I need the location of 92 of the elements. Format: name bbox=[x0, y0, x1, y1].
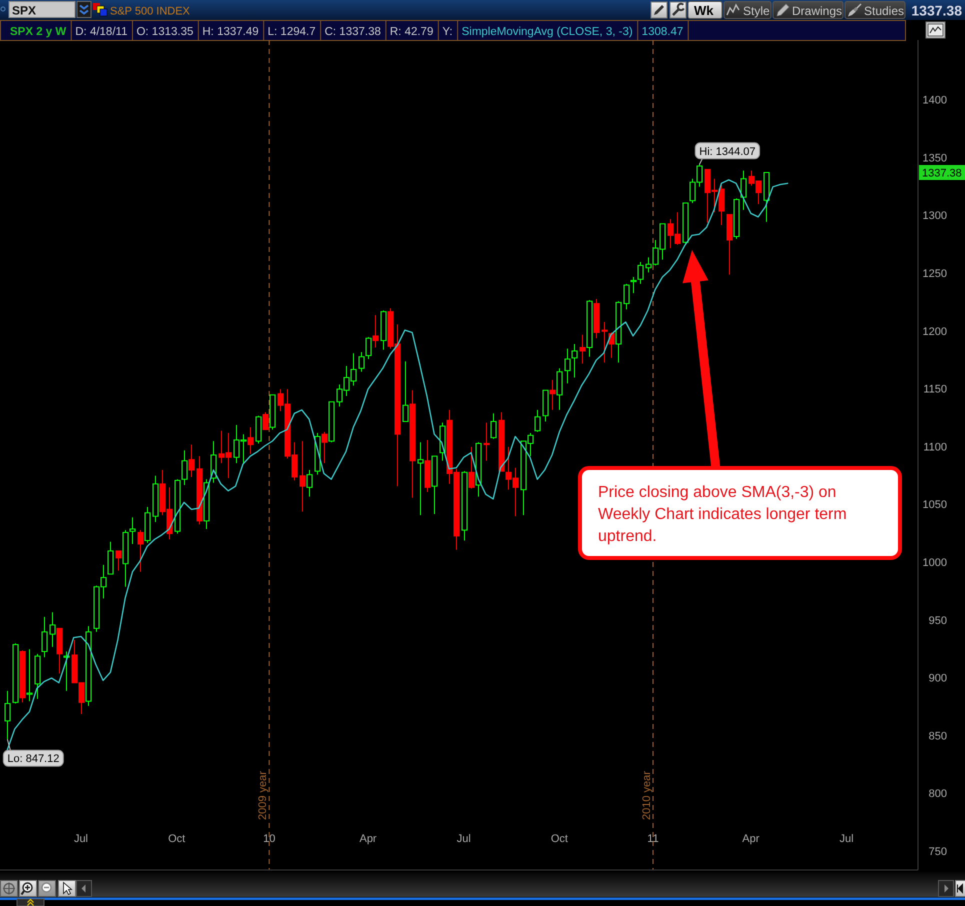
text: Style bbox=[743, 4, 770, 18]
candlestick bbox=[432, 456, 438, 514]
candlestick bbox=[476, 442, 482, 498]
text: D: 4/18/11 bbox=[75, 26, 128, 38]
ref-line-label: 2009 year bbox=[257, 770, 270, 820]
candlestick bbox=[42, 616, 48, 658]
candlestick bbox=[130, 516, 136, 545]
chart-subtitle: SPX 2 y W bbox=[10, 26, 66, 38]
y-tick-label: 900 bbox=[928, 672, 947, 685]
candlestick bbox=[402, 360, 408, 422]
y-tick-label: 1150 bbox=[923, 384, 947, 396]
candlestick bbox=[26, 648, 32, 702]
y-tick-label: 1300 bbox=[922, 210, 947, 222]
x-tick-label: Jul bbox=[74, 832, 88, 845]
candlestick bbox=[616, 300, 622, 364]
candlestick bbox=[550, 379, 556, 410]
text: 1308.47 bbox=[642, 26, 684, 38]
y-tick-label: 1400 bbox=[922, 94, 947, 107]
y-tick-label: 1100 bbox=[923, 441, 947, 454]
candlestick bbox=[484, 422, 490, 462]
y-tick-label: 1200 bbox=[922, 326, 947, 338]
candlestick bbox=[138, 530, 144, 572]
candlestick bbox=[50, 612, 56, 648]
text: C: 1337.38 bbox=[324, 26, 381, 38]
text: Y: bbox=[442, 26, 453, 38]
y-tick-label: 800 bbox=[928, 788, 947, 800]
x-tick-label: Oct bbox=[550, 832, 568, 845]
candlestick bbox=[380, 310, 386, 350]
candlestick bbox=[740, 170, 746, 210]
candlestick bbox=[580, 334, 586, 364]
x-tick-label: Oct bbox=[168, 832, 186, 845]
y-tick-label: 950 bbox=[928, 614, 947, 627]
candlestick bbox=[490, 412, 496, 440]
candlestick bbox=[116, 550, 122, 572]
annotation: Hi: 1344.07 bbox=[699, 146, 756, 158]
candlestick bbox=[564, 348, 570, 384]
x-tick-label: Apr bbox=[742, 832, 760, 845]
candlestick bbox=[182, 450, 188, 486]
text: Studies bbox=[864, 4, 904, 18]
annotation: Price closing above SMA(3,-3) on Weekly Chart indicates longer term uptrend. bbox=[598, 484, 847, 545]
candlestick bbox=[556, 368, 562, 410]
candlestick bbox=[210, 440, 216, 484]
text: Drawings bbox=[792, 4, 842, 18]
candlestick bbox=[144, 506, 150, 544]
candlestick bbox=[534, 409, 540, 432]
text: SPX bbox=[12, 4, 36, 18]
candlestick bbox=[64, 651, 70, 692]
candlestick bbox=[34, 653, 40, 700]
candlestick bbox=[86, 626, 92, 706]
text: R: 42.79 bbox=[390, 26, 434, 38]
candlestick bbox=[602, 322, 608, 364]
x-tick-label: 11 bbox=[647, 832, 659, 845]
candlestick bbox=[630, 276, 636, 294]
candlestick bbox=[188, 444, 194, 478]
text: L: 1294.7 bbox=[268, 26, 316, 38]
y-tick-label: 1000 bbox=[922, 557, 947, 570]
candlestick bbox=[122, 530, 128, 588]
ref-line-label: 2010 year bbox=[641, 770, 654, 820]
y-tick-label: 1350 bbox=[922, 152, 947, 164]
candlestick bbox=[306, 470, 312, 498]
candlestick bbox=[572, 344, 578, 378]
text: 1337.38 bbox=[911, 2, 962, 18]
x-tick-label: Jul bbox=[456, 832, 471, 845]
x-tick-label: Apr bbox=[359, 832, 377, 845]
candlestick bbox=[152, 475, 158, 523]
candlestick bbox=[440, 422, 446, 462]
chart-title: S&P 500 INDEX bbox=[110, 6, 191, 18]
text: H: 1337.49 bbox=[202, 26, 259, 38]
x-tick-label: Jul bbox=[839, 832, 854, 845]
text: Wk bbox=[694, 3, 714, 18]
candlestick bbox=[108, 541, 114, 575]
candlestick bbox=[542, 390, 548, 422]
y-tick-label: 1250 bbox=[922, 268, 947, 280]
y-tick-label: 1050 bbox=[922, 499, 947, 512]
candlestick bbox=[418, 442, 424, 516]
candlestick bbox=[372, 314, 378, 348]
candlestick bbox=[586, 300, 592, 358]
candlestick bbox=[322, 431, 328, 464]
x-tick-label: 10 bbox=[263, 832, 276, 845]
candlestick bbox=[262, 412, 268, 430]
y-tick-label: 850 bbox=[928, 730, 947, 742]
candlestick bbox=[468, 446, 474, 490]
candlestick bbox=[462, 470, 468, 542]
y-tick-label: 750 bbox=[928, 846, 947, 858]
candlestick bbox=[300, 440, 306, 512]
candlestick bbox=[248, 426, 254, 454]
annotation: Lo: 847.12 bbox=[7, 753, 60, 766]
candlestick bbox=[764, 172, 770, 222]
text: 1337.38 bbox=[922, 168, 962, 180]
candlestick bbox=[204, 478, 210, 530]
text: SimpleMovingAvg (CLOSE, 3, -3) bbox=[462, 26, 633, 38]
text: O: 1313.35 bbox=[136, 26, 194, 38]
